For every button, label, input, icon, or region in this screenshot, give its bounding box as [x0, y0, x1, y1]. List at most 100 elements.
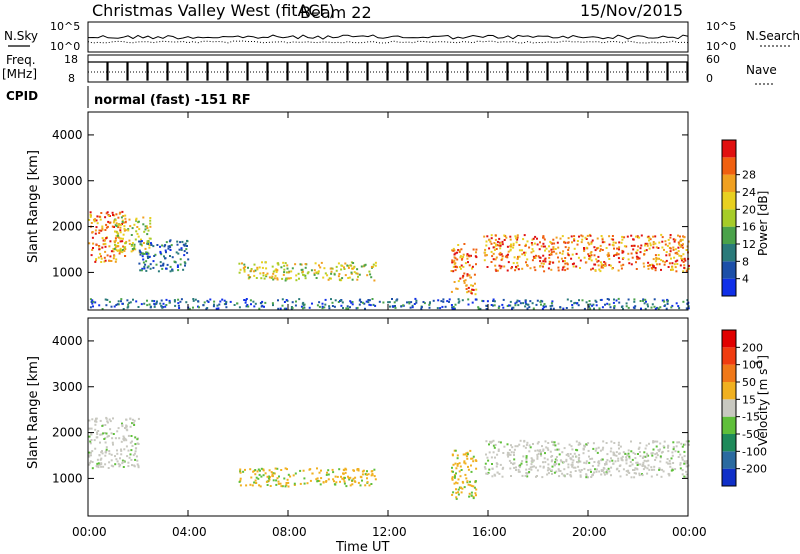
power-echo-cell: [159, 264, 162, 267]
velocity-echo-cell: [511, 446, 514, 449]
power-echo-cell: [144, 225, 147, 228]
power-echo-cell: [280, 266, 283, 269]
power-echo-cell: [141, 252, 144, 255]
velocity-echo-cell: [106, 421, 109, 424]
velocity-echo-cell: [539, 465, 542, 468]
velocity-echo-cell: [123, 460, 126, 463]
power-echo-cell: [436, 307, 439, 310]
velocity-echo-cell: [681, 456, 684, 459]
power-echo-cell: [573, 238, 576, 240]
velocity-echo-cell: [610, 457, 612, 460]
power-echo-cell: [661, 299, 664, 302]
velocity-echo-cell: [351, 479, 354, 482]
velocity-echo-cell: [452, 470, 454, 473]
power-echo-cell: [500, 265, 503, 268]
velocity-echo-cell: [125, 424, 128, 427]
power-echo-cell: [547, 267, 550, 270]
velocity-echo-cell: [120, 448, 122, 451]
power-echo-cell: [317, 270, 320, 273]
velocity-echo-cell: [642, 468, 645, 471]
power-echo-cell: [524, 244, 527, 247]
power-echo-cell: [154, 253, 157, 256]
velocity-echo-cell: [466, 480, 469, 483]
power-echo-cell: [358, 273, 361, 276]
power-echo-cell: [248, 276, 251, 279]
velocity-echo-cell: [90, 439, 93, 441]
power-echo-cell: [646, 303, 649, 306]
power-echo-cell: [448, 300, 450, 303]
power-echo-cell: [663, 300, 666, 303]
power-echo-cell: [567, 237, 570, 240]
power-echo-cell: [516, 257, 519, 260]
power-echo-cell: [139, 240, 142, 243]
power-echo-cell: [113, 226, 115, 228]
velocity-echo-cell: [342, 478, 345, 481]
velocity-echo-cell: [550, 460, 553, 463]
power-echo-cell: [564, 241, 567, 244]
power-echo-cell: [601, 238, 604, 241]
power-echo-cell: [121, 240, 124, 243]
velocity-echo-cell: [239, 479, 242, 482]
x-tick-label: 00:00: [672, 525, 707, 539]
power-echo-cell: [493, 304, 496, 307]
power-echo-cell: [599, 261, 602, 264]
power-echo-cell: [655, 256, 658, 259]
velocity-echo-cell: [93, 439, 96, 442]
power-echo-cell: [124, 242, 127, 245]
velocity-echo-cell: [115, 458, 118, 461]
power-echo-cell: [261, 266, 264, 269]
power-echo-cell: [356, 306, 359, 309]
power-echo-cell: [509, 248, 512, 251]
power-echo-cell: [605, 247, 608, 249]
power-echo-cell: [281, 298, 284, 301]
velocity-echo-cell: [549, 450, 552, 453]
power-echo-cell: [565, 307, 568, 309]
power-echo-cell: [127, 229, 130, 232]
velocity-echo-cell: [518, 466, 521, 469]
velocity-echo-cell: [685, 462, 688, 464]
velocity-echo-cell: [668, 462, 671, 465]
power-echo-cell: [121, 302, 124, 305]
velocity-echo-cell: [663, 440, 666, 443]
power-echo-cell: [494, 234, 497, 237]
velocity-echo-cell: [659, 442, 662, 445]
velocity-echo-cell: [554, 448, 557, 451]
power-echo-cell: [596, 237, 599, 240]
power-echo-cell: [422, 301, 425, 303]
velocity-echo-cell: [137, 466, 140, 469]
velocity-echo-cell: [568, 443, 571, 446]
power-echo-cell: [462, 265, 465, 268]
power-echo-cell: [575, 252, 578, 255]
velocity-colorbar-tick-label: -200: [742, 463, 767, 476]
power-echo-cell: [175, 251, 178, 254]
power-echo-cell: [295, 300, 297, 303]
velocity-echo-cell: [540, 451, 542, 454]
velocity-echo-cell: [133, 452, 136, 455]
power-echo-cell: [127, 228, 130, 231]
velocity-echo-cell: [533, 465, 535, 468]
power-echo-cell: [591, 267, 594, 270]
velocity-echo-cell: [116, 452, 119, 455]
power-echo-cell: [92, 305, 94, 308]
velocity-echo-cell: [625, 473, 628, 476]
power-echo-cell: [494, 268, 497, 271]
power-echo-cell: [661, 236, 664, 239]
power-echo-cell: [495, 248, 498, 250]
velocity-echo-cell: [96, 458, 99, 461]
velocity-echo-cell: [641, 457, 644, 459]
power-echo-cell: [161, 306, 164, 309]
velocity-echo-cell: [112, 443, 114, 446]
velocity-echo-cell: [283, 477, 286, 480]
power-echo-cell: [613, 254, 615, 257]
power-echo-cell: [308, 306, 311, 309]
power-echo-cell: [550, 248, 553, 251]
power-echo-cell: [488, 247, 491, 250]
velocity-echo-cell: [559, 470, 562, 472]
power-echo-cell: [124, 248, 127, 250]
velocity-echo-cell: [96, 462, 99, 465]
power-echo-cell: [509, 304, 512, 307]
power-colorbar-swatch: [722, 261, 736, 279]
power-echo-cell: [122, 249, 124, 251]
velocity-echo-cell: [558, 453, 561, 456]
velocity-echo-cell: [254, 473, 257, 476]
